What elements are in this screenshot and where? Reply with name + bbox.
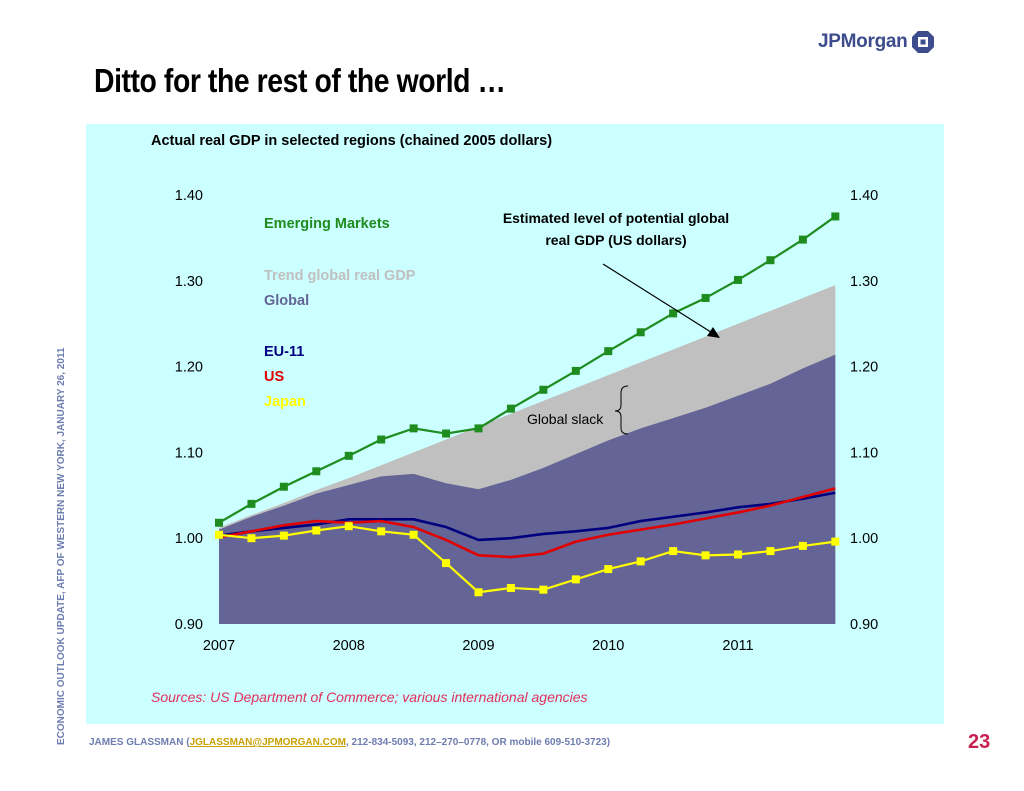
series-point-japan bbox=[798, 541, 807, 550]
footer-prefix: JAMES GLASSMAN ( bbox=[89, 737, 190, 748]
series-point-japan bbox=[442, 559, 451, 568]
x-tick: 2008 bbox=[333, 638, 365, 654]
series-point-emerging-markets bbox=[831, 212, 840, 221]
x-tick: 2009 bbox=[462, 638, 494, 654]
y-tick-left: 1.10 bbox=[175, 445, 203, 461]
series-line-japan bbox=[218, 525, 836, 594]
series-point-japan bbox=[734, 550, 742, 559]
x-tick: 2011 bbox=[722, 638, 753, 654]
series-point-emerging-markets bbox=[442, 429, 451, 438]
series-point-emerging-markets bbox=[247, 499, 256, 508]
y-tick-left: 1.40 bbox=[175, 188, 203, 204]
annotation-arrowhead bbox=[707, 327, 720, 338]
series-point-emerging-markets bbox=[506, 404, 515, 413]
series-point-emerging-markets bbox=[734, 275, 742, 284]
series-point-emerging-markets bbox=[279, 482, 288, 491]
series-line-us bbox=[218, 487, 836, 559]
annotation-potential-line2: real GDP (US dollars) bbox=[545, 232, 686, 248]
jpmorgan-logo: JPMorgan bbox=[818, 30, 935, 54]
series-point-japan bbox=[766, 547, 775, 556]
footer: JAMES GLASSMAN (JGLASSMAN@JPMORGAN.COM, … bbox=[89, 737, 610, 748]
series-point-japan bbox=[247, 534, 256, 543]
series-point-emerging-markets bbox=[312, 467, 321, 476]
series-point-emerging-markets bbox=[344, 451, 353, 460]
series-point-emerging-markets bbox=[669, 309, 678, 318]
series-point-japan bbox=[279, 531, 288, 540]
series-point-japan bbox=[539, 585, 548, 594]
series-point-japan bbox=[831, 537, 840, 546]
y-tick-right: 0.90 bbox=[850, 617, 878, 633]
x-tick: 2007 bbox=[203, 638, 235, 654]
chart-title: Actual real GDP in selected regions (cha… bbox=[151, 133, 553, 149]
series-point-japan bbox=[312, 526, 321, 535]
series-point-japan bbox=[344, 522, 353, 531]
series-point-japan bbox=[474, 588, 483, 597]
slack-brace-icon bbox=[614, 385, 629, 435]
series-point-emerging-markets bbox=[474, 424, 483, 433]
series-point-japan bbox=[604, 565, 613, 574]
series-point-emerging-markets bbox=[701, 293, 710, 302]
series-point-emerging-markets bbox=[215, 518, 223, 527]
series-point-emerging-markets bbox=[539, 385, 548, 394]
legend-item: Global bbox=[264, 293, 309, 309]
legend-item: US bbox=[264, 369, 284, 385]
annotation-arrow-line bbox=[602, 263, 715, 335]
series-point-japan bbox=[377, 527, 386, 536]
legend-item: Trend global real GDP bbox=[264, 268, 416, 284]
y-tick-left: 0.90 bbox=[175, 617, 203, 633]
y-tick-left: 1.30 bbox=[175, 274, 203, 290]
y-tick-left: 1.20 bbox=[175, 360, 203, 376]
series-point-emerging-markets bbox=[409, 424, 418, 433]
legend-item: Emerging Markets bbox=[264, 216, 390, 232]
sources-note: Sources: US Department of Commerce; vari… bbox=[151, 689, 588, 705]
series-point-emerging-markets bbox=[766, 256, 775, 265]
y-tick-right: 1.30 bbox=[850, 274, 878, 290]
series-line-emerging-markets bbox=[218, 215, 836, 524]
series-point-emerging-markets bbox=[636, 328, 645, 337]
y-tick-right: 1.00 bbox=[850, 531, 878, 547]
brand-name: JPMorgan bbox=[818, 31, 908, 52]
area-global bbox=[219, 354, 836, 624]
y-tick-left: 1.00 bbox=[175, 531, 203, 547]
y-tick-right: 1.40 bbox=[850, 188, 878, 204]
footer-email-link[interactable]: JGLASSMAN@JPMORGAN.COM bbox=[189, 737, 346, 748]
annotation-potential-line1: Estimated level of potential global bbox=[503, 210, 729, 226]
series-point-japan bbox=[409, 530, 418, 539]
series-point-japan bbox=[701, 551, 710, 560]
y-tick-right: 1.20 bbox=[850, 360, 878, 376]
series-point-emerging-markets bbox=[604, 347, 613, 356]
series-point-japan bbox=[636, 557, 645, 566]
series-point-japan bbox=[215, 530, 223, 539]
series-point-emerging-markets bbox=[571, 366, 580, 375]
x-tick: 2010 bbox=[592, 638, 624, 654]
page-number: 23 bbox=[968, 731, 991, 753]
series-point-japan bbox=[669, 547, 678, 556]
series-point-emerging-markets bbox=[798, 235, 807, 244]
series-line-eu-11 bbox=[218, 491, 836, 542]
annotation-slack: Global slack bbox=[527, 411, 604, 427]
footer-suffix: , 212-834-5093, 212–270–0778, OR mobile … bbox=[346, 737, 611, 748]
octagon-logo-icon bbox=[912, 31, 935, 53]
y-tick-right: 1.10 bbox=[850, 445, 878, 461]
series-point-emerging-markets bbox=[377, 435, 386, 444]
legend-item: Japan bbox=[264, 394, 306, 410]
legend-item: EU-11 bbox=[264, 344, 304, 360]
series-point-japan bbox=[506, 583, 515, 592]
slide-title: Ditto for the rest of the world … bbox=[94, 62, 506, 99]
series-point-japan bbox=[571, 575, 580, 584]
